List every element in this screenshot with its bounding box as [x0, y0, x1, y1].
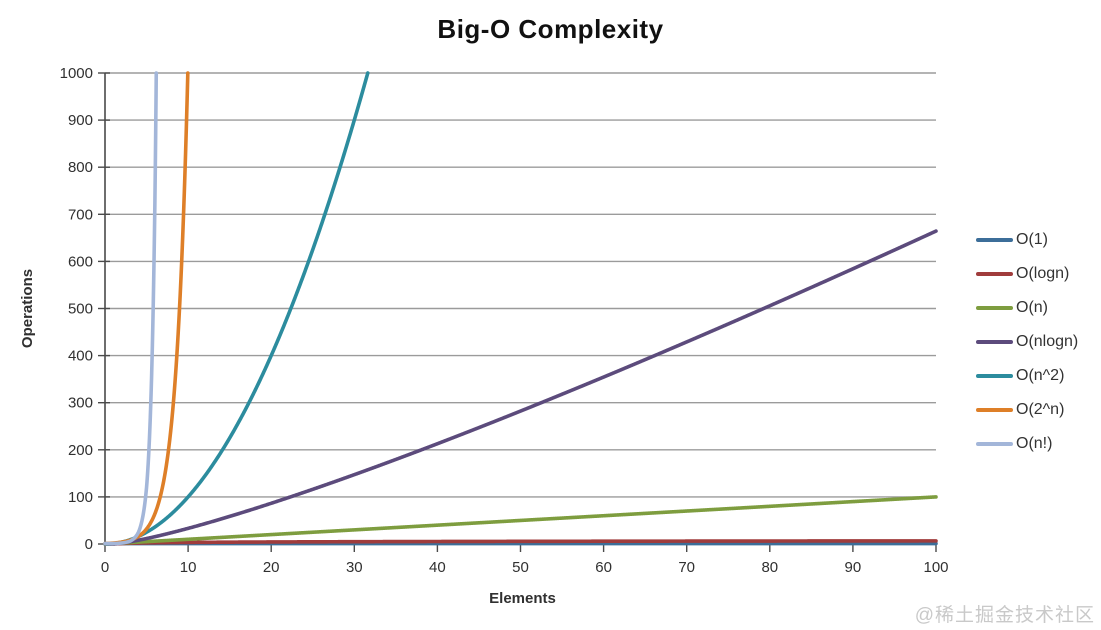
x-tick-label-100: 100 — [923, 559, 948, 576]
legend-label: O(logn) — [1016, 265, 1070, 282]
y-axis-title: Operations — [19, 269, 36, 348]
legend-label: O(n!) — [1016, 435, 1053, 452]
x-tick-label-10: 10 — [180, 559, 197, 576]
legend-swatch-icon — [976, 340, 1013, 344]
y-tick-label-600: 600 — [68, 253, 93, 270]
legend-label: O(2^n) — [1016, 401, 1065, 418]
legend-item-O(n): O(n) — [976, 291, 1078, 325]
x-tick-label-60: 60 — [595, 559, 612, 576]
y-tick-label-900: 900 — [68, 112, 93, 129]
legend-item-O(n!): O(n!) — [976, 427, 1078, 461]
legend-item-O(1): O(1) — [976, 223, 1078, 257]
series-line-O(n!) — [103, 71, 159, 546]
series-line-O(nlogn) — [103, 229, 938, 546]
legend-swatch-icon — [976, 272, 1013, 276]
series-line-O(n) — [103, 495, 938, 546]
legend-label: O(1) — [1016, 231, 1048, 248]
legend-item-O(nlogn): O(nlogn) — [976, 325, 1078, 359]
legend-swatch-icon — [976, 306, 1013, 310]
y-tick-label-800: 800 — [68, 159, 93, 176]
watermark: @稀土掘金技术社区 — [914, 605, 1095, 626]
x-tick-label-0: 0 — [101, 559, 109, 576]
legend-item-O(n^2): O(n^2) — [976, 359, 1078, 393]
legend-swatch-icon — [976, 442, 1013, 446]
legend-item-O(2^n): O(2^n) — [976, 393, 1078, 427]
x-tick-label-70: 70 — [678, 559, 695, 576]
series-line-O(logn) — [103, 539, 938, 546]
x-tick-label-80: 80 — [761, 559, 778, 576]
legend-label: O(n) — [1016, 299, 1048, 316]
legend: O(1) O(logn) O(n) O(nlogn) O(n^2) O(2^n) O(n!) — [976, 223, 1078, 461]
y-tick-label-700: 700 — [68, 206, 93, 223]
y-tick-label-100: 100 — [68, 489, 93, 506]
y-tick-label-1000: 1000 — [60, 65, 93, 82]
y-tick-label-200: 200 — [68, 442, 93, 459]
legend-label: O(n^2) — [1016, 367, 1065, 384]
legend-label: O(nlogn) — [1016, 333, 1079, 350]
x-tick-label-50: 50 — [512, 559, 529, 576]
x-tick-label-20: 20 — [263, 559, 280, 576]
x-tick-label-90: 90 — [845, 559, 862, 576]
legend-swatch-icon — [976, 374, 1013, 378]
chart-title: Big-O Complexity — [437, 14, 664, 44]
legend-swatch-icon — [976, 238, 1013, 242]
legend-item-O(logn): O(logn) — [976, 257, 1078, 291]
x-axis-title: Elements — [489, 590, 556, 607]
x-tick-label-30: 30 — [346, 559, 363, 576]
y-tick-label-300: 300 — [68, 395, 93, 412]
legend-swatch-icon — [976, 408, 1013, 412]
x-tick-label-40: 40 — [429, 559, 446, 576]
series-line-O(n^2) — [103, 71, 370, 546]
y-tick-label-0: 0 — [85, 536, 93, 553]
y-tick-label-400: 400 — [68, 348, 93, 365]
y-tick-label-500: 500 — [68, 301, 93, 318]
